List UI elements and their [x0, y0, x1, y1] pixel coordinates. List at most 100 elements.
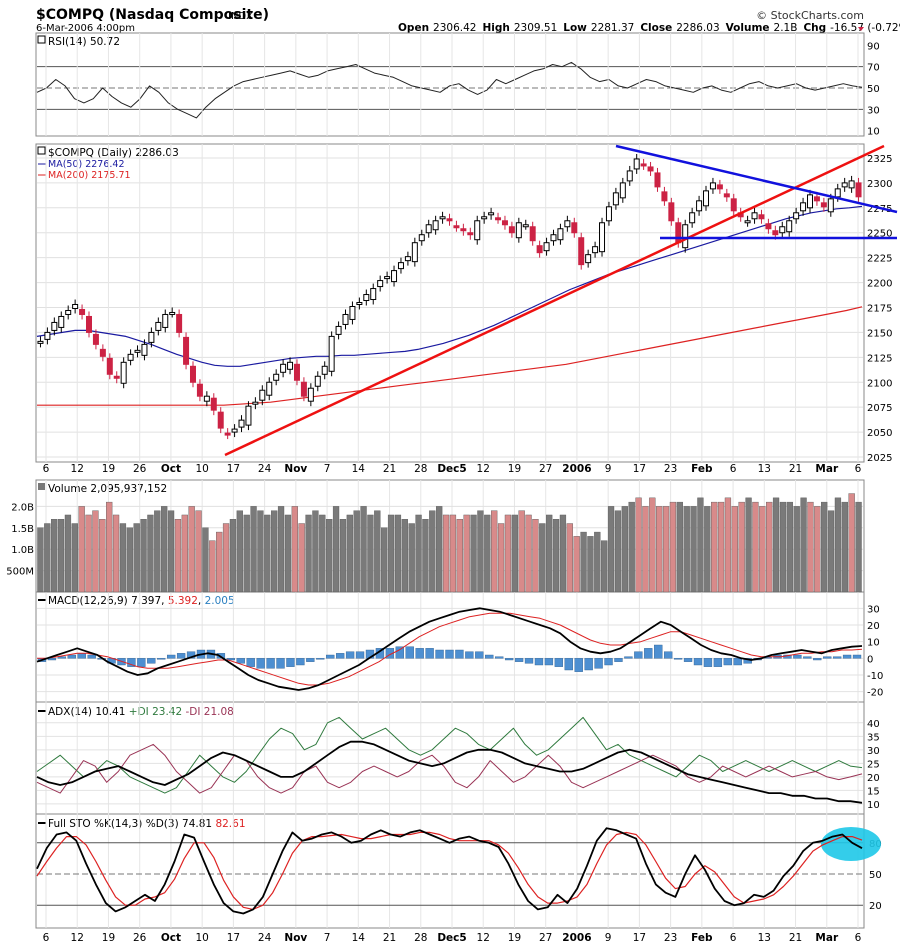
- candle-body: [134, 349, 141, 353]
- volume-bar: [704, 506, 711, 593]
- volume-bar: [759, 506, 766, 593]
- volume-bar: [738, 501, 745, 593]
- candle-body: [99, 348, 106, 357]
- high-value: 2309.51: [514, 22, 557, 34]
- candle-body: [515, 222, 522, 239]
- candle-body: [314, 375, 321, 387]
- price-tick-label: 2025: [867, 453, 892, 464]
- candle-body: [162, 313, 169, 328]
- macd-histogram-bar: [644, 648, 653, 659]
- adx-label: ADX(14) 10.41 +DI 23.42 -DI 21.08: [48, 706, 234, 718]
- candle-body: [51, 321, 58, 331]
- bottom-x-tick-label: 21: [383, 932, 396, 944]
- candle-body: [44, 331, 51, 340]
- volume-bar: [821, 501, 828, 593]
- volume-bar: [477, 510, 484, 593]
- price-x-tick-label: 17: [633, 463, 646, 475]
- price-x-tick-label: 19: [508, 463, 521, 475]
- macd-histogram-bar: [405, 646, 414, 659]
- candle-body: [106, 357, 113, 375]
- volume-bar: [772, 497, 780, 593]
- volume-bar: [518, 510, 525, 593]
- volume-bar: [332, 506, 340, 593]
- volume-bar: [250, 506, 257, 593]
- candle-body: [855, 182, 862, 198]
- macd-histogram-bar: [614, 658, 623, 662]
- bottom-x-tick-label: 23: [664, 932, 677, 944]
- volume-bar: [656, 506, 663, 593]
- macd-axis-tick-label: 10: [867, 638, 880, 649]
- volume-bar: [559, 514, 567, 593]
- chart-marks: 1030507090202520502075210021252150217522…: [6, 33, 898, 944]
- volume-bar: [752, 501, 759, 593]
- candle-body: [744, 220, 751, 224]
- adx-axis-tick-label: 15: [867, 786, 880, 797]
- volume-bar: [229, 519, 237, 593]
- price-x-tick-label: Nov: [284, 463, 307, 475]
- macd-histogram-bar: [167, 654, 176, 659]
- bottom-x-tick-label: 14: [352, 932, 366, 944]
- rsi-legend-swatch: [37, 35, 46, 44]
- volume-bar: [594, 531, 601, 593]
- volume-bar: [37, 527, 44, 593]
- volume-bar: [628, 501, 635, 593]
- macd-histogram-bar: [186, 651, 196, 659]
- macd-histogram-bar: [57, 656, 67, 659]
- price-tick-label: 2075: [867, 403, 892, 414]
- price-tick-label: 2050: [867, 428, 892, 439]
- macd-histogram-bar: [723, 658, 732, 666]
- candle-body: [238, 419, 245, 428]
- price-x-tick-label: 17: [227, 463, 240, 475]
- candle-body: [786, 220, 793, 233]
- volume-bar: [271, 510, 278, 593]
- price-x-tick-label: 7: [324, 463, 331, 475]
- candle-body: [626, 170, 633, 182]
- candle-body: [543, 242, 550, 252]
- volume-bar: [546, 514, 553, 593]
- candle-body: [120, 361, 127, 384]
- volume-bar: [284, 514, 292, 593]
- adx-panel: [35, 701, 865, 815]
- macd-histogram-bar: [803, 656, 812, 659]
- price-x-tick-label: 21: [383, 463, 396, 475]
- volume-bar: [99, 519, 106, 593]
- macd-histogram-bar: [713, 658, 723, 667]
- sto-tick-label: 50: [869, 870, 882, 881]
- volume-bar: [525, 514, 532, 593]
- macd-line: [36, 607, 863, 691]
- volume-bar: [711, 501, 718, 593]
- macd-histogram-bar: [256, 658, 265, 669]
- bottom-x-tick-label: 9: [605, 932, 612, 944]
- bottom-x-tick-label: 28: [414, 932, 427, 944]
- macd-histogram-bar: [296, 658, 305, 666]
- candle-body: [404, 256, 411, 262]
- macd-signal-line: [37, 612, 863, 686]
- candle-body: [411, 242, 418, 263]
- macd-histogram-bar: [475, 651, 484, 659]
- candle-body: [647, 166, 654, 172]
- candle-body: [363, 294, 370, 302]
- volume-tick-label: 2.0B: [11, 502, 34, 513]
- candle-body: [169, 311, 176, 315]
- volume-bar: [264, 514, 271, 593]
- candle-body: [557, 228, 564, 241]
- macd-label: MACD(12,26,9) 7.397, 5.392, 2.005: [48, 595, 235, 607]
- ma200-label: MA(200) 2175.71: [48, 170, 131, 181]
- macd-histogram-bar: [47, 658, 57, 661]
- rising-support-trendline: [224, 144, 885, 457]
- macd-histogram-bar: [485, 654, 494, 659]
- candle-body: [58, 315, 65, 328]
- price-x-tick-label: 12: [71, 463, 84, 475]
- bottom-x-tick-label: 6: [855, 932, 862, 944]
- volume-bar: [209, 540, 216, 593]
- candle-body: [605, 206, 612, 222]
- volume-legend-swatch: [38, 483, 45, 490]
- volume-bar: [291, 506, 298, 593]
- candle-body: [370, 288, 377, 301]
- volume-bar: [717, 501, 725, 593]
- candle-body: [654, 172, 661, 188]
- adx-axis-tick-label: 35: [867, 732, 880, 743]
- ma50-label: MA(50) 2276.42: [48, 159, 125, 170]
- candle-body: [793, 212, 800, 220]
